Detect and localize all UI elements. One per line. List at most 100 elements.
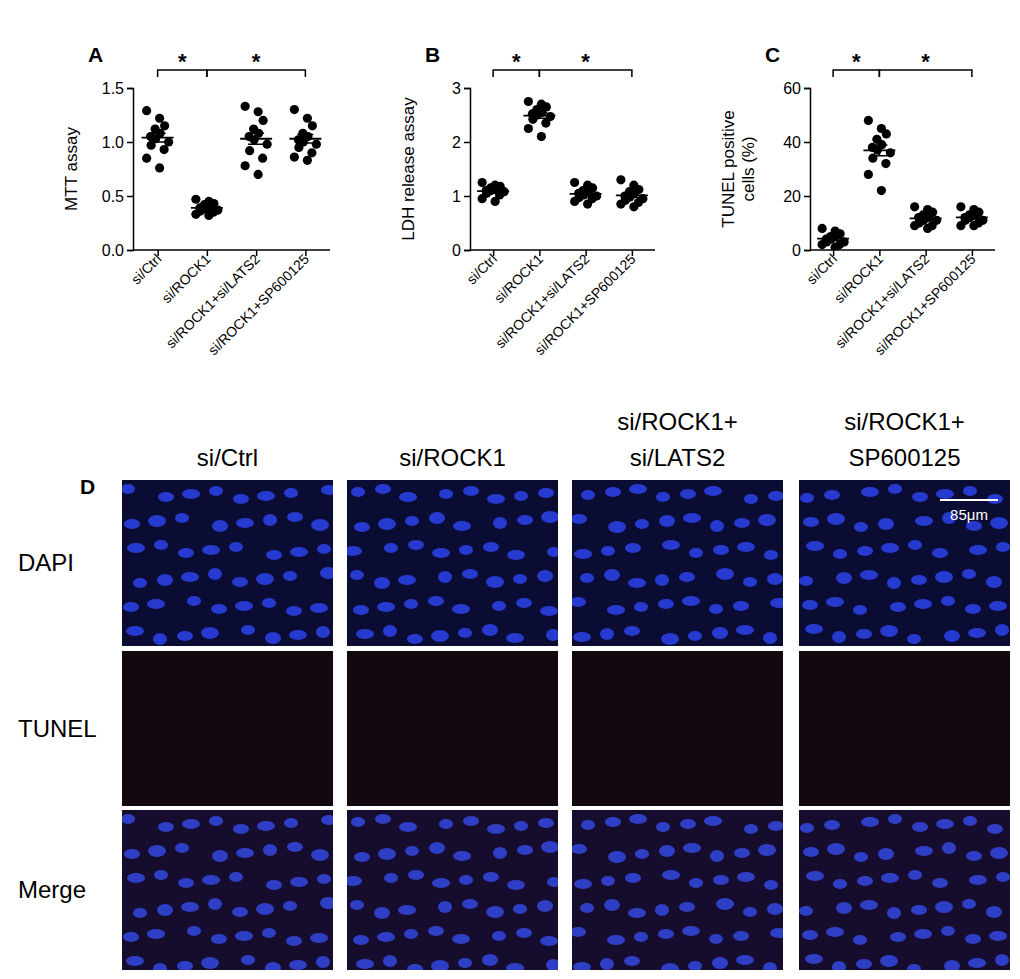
x-tick-label: si/ROCK1+si/LATS2 xyxy=(162,251,263,352)
y-tick-label: 2 xyxy=(452,134,461,151)
x-tick-mark xyxy=(585,250,587,256)
nucleus xyxy=(574,549,592,559)
nucleus xyxy=(604,569,620,581)
nucleus xyxy=(996,872,1010,882)
nucleus xyxy=(890,602,906,612)
nucleus xyxy=(996,542,1010,552)
nucleus xyxy=(241,955,255,965)
nucleus xyxy=(662,870,680,880)
image-panel xyxy=(122,651,333,806)
data-point xyxy=(204,211,213,220)
nucleus xyxy=(833,879,847,889)
nucleus xyxy=(356,959,374,969)
nucleus xyxy=(987,824,1003,834)
nucleus xyxy=(432,878,450,888)
nucleus xyxy=(914,929,932,939)
significance-label: * xyxy=(581,49,590,74)
nucleus xyxy=(968,958,986,968)
nucleus xyxy=(662,540,680,550)
nucleus xyxy=(908,540,922,550)
image-panel xyxy=(347,810,558,970)
nucleus xyxy=(181,572,199,582)
x-tick-mark xyxy=(632,250,634,256)
nucleus xyxy=(680,819,696,829)
nucleus xyxy=(573,962,591,970)
y-tick-label: 0 xyxy=(452,242,461,259)
nucleus xyxy=(235,601,253,611)
nucleus xyxy=(317,874,331,884)
nucleus xyxy=(453,851,471,861)
nucleus xyxy=(517,845,533,855)
nucleus xyxy=(321,485,333,495)
nucleus xyxy=(133,578,147,588)
nucleus xyxy=(832,961,846,970)
nucleus xyxy=(744,494,758,504)
y-tick-mark xyxy=(804,88,810,90)
y-axis-line xyxy=(127,89,134,251)
nucleus xyxy=(764,880,778,890)
column-header-line: si/ROCK1+ xyxy=(617,408,738,435)
image-panel xyxy=(572,810,783,970)
nucleus xyxy=(439,819,453,829)
nucleus xyxy=(944,630,960,642)
nucleus xyxy=(601,876,615,886)
nucleus xyxy=(287,512,303,522)
nucleus xyxy=(350,570,364,580)
image-panel xyxy=(572,651,783,806)
nucleus xyxy=(123,932,139,942)
nucleus xyxy=(688,631,702,641)
nucleus xyxy=(915,516,933,526)
image-panel xyxy=(122,810,333,970)
nucleus xyxy=(625,543,641,553)
nucleus xyxy=(861,487,879,497)
image-panel xyxy=(347,480,558,646)
nucleus xyxy=(935,571,953,583)
y-axis-title-line: LDH release assay xyxy=(399,97,418,241)
nucleus xyxy=(208,568,222,580)
data-point xyxy=(155,163,164,172)
mean-line xyxy=(570,193,602,195)
y-tick-mark xyxy=(127,88,133,90)
nucleus xyxy=(124,519,140,529)
nucleus xyxy=(832,631,846,643)
y-tick-mark xyxy=(464,88,470,90)
nucleus xyxy=(600,958,614,970)
nucleus xyxy=(431,960,449,970)
data-point xyxy=(250,135,259,144)
nucleus xyxy=(969,875,987,885)
image-panel xyxy=(799,480,1010,646)
nucleus xyxy=(709,934,723,944)
significance-label: * xyxy=(852,49,861,74)
nucleus xyxy=(861,817,879,827)
data-point xyxy=(245,146,254,155)
x-tick-mark xyxy=(305,250,307,256)
nucleus xyxy=(492,931,506,941)
nucleus xyxy=(965,604,981,614)
nucleus xyxy=(826,597,844,607)
nucleus xyxy=(990,847,1008,859)
nucleus xyxy=(968,628,986,638)
nucleus xyxy=(458,958,472,968)
nucleus xyxy=(743,577,757,587)
nucleus xyxy=(942,842,956,854)
nucleus xyxy=(459,545,473,555)
x-tick: si/Ctrl xyxy=(803,250,840,287)
image-panel xyxy=(799,810,1010,970)
nucleus xyxy=(263,844,277,856)
nucleus xyxy=(710,850,724,862)
nucleus xyxy=(317,544,331,554)
y-axis-title-line: cells (%) xyxy=(739,136,758,201)
nucleus xyxy=(514,821,528,831)
nucleus xyxy=(256,903,274,915)
nucleus xyxy=(537,900,553,912)
panel-d: Dsi/Ctrlsi/ROCK1si/ROCK1+si/LATS2si/ROCK… xyxy=(18,408,1010,975)
x-tick-label: si/ROCK1+SP600125 xyxy=(205,251,312,358)
y-axis-title: TUNEL positivecells (%) xyxy=(719,110,758,227)
x-tick: si/ROCK1+SP600125 xyxy=(205,250,312,358)
x-tick: si/Ctrl xyxy=(128,250,165,287)
y-tick-label: 0 xyxy=(792,242,801,259)
nucleus xyxy=(284,488,298,498)
x-tick: si/ROCK1+SP600125 xyxy=(871,250,978,358)
data-point xyxy=(303,156,312,165)
figure: 0.00.51.01.5si/Ctrlsi/ROCK1si/ROCK1+si/L… xyxy=(0,0,1020,979)
